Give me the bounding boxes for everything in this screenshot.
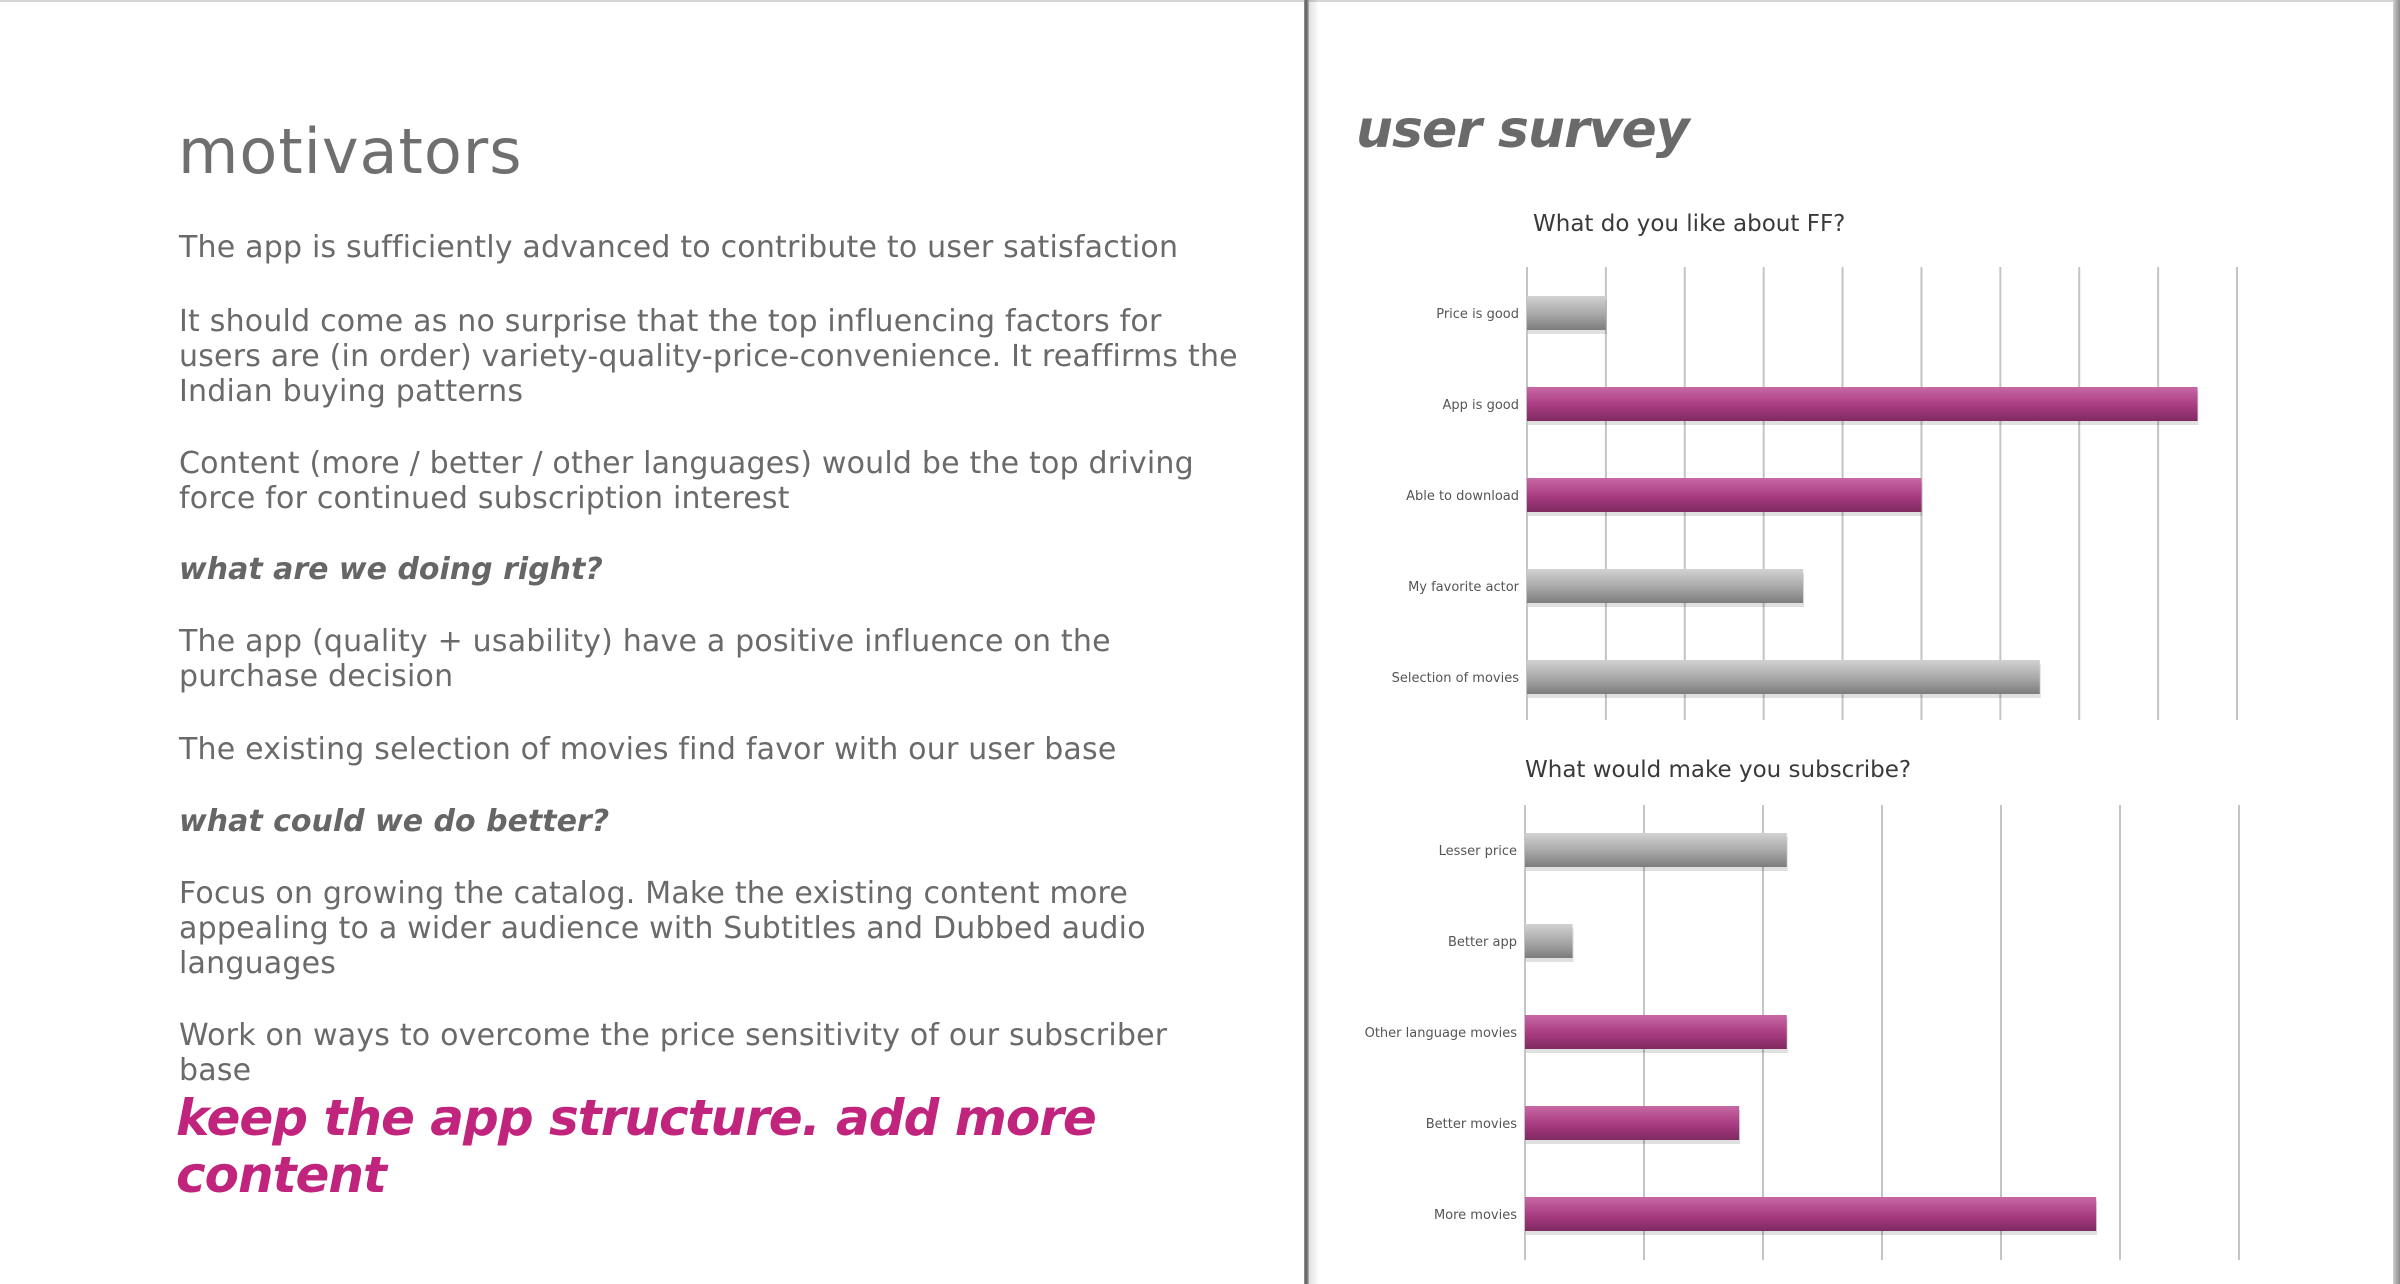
left-page: motivators The app is sufficiently advan… <box>176 115 1238 1204</box>
survey-title: user survey <box>1356 100 1690 160</box>
category-label: Better app <box>1448 935 1517 950</box>
page-title: motivators <box>178 115 523 188</box>
bar <box>1525 1197 2097 1231</box>
page-spine <box>1304 0 1309 1284</box>
bar <box>1525 833 1787 867</box>
bar <box>1525 924 1573 958</box>
paragraph: It should come as no surprise that the t… <box>179 304 1238 409</box>
category-label: Other language movies <box>1365 1026 1518 1041</box>
bar <box>1527 478 1922 512</box>
paragraph: The app is sufficiently advanced to cont… <box>179 230 1179 265</box>
section-heading-doing-right: what are we doing right? <box>179 552 603 587</box>
spine-shadow <box>1309 0 1319 1284</box>
category-label: Better movies <box>1426 1117 1518 1132</box>
bar <box>1527 296 1606 330</box>
paragraph: Content (more / better / other languages… <box>179 446 1194 516</box>
paragraph: The app (quality + usability) have a pos… <box>179 624 1111 694</box>
chart-like-ff: What do you like about FF? Price is good A… <box>1310 195 2393 735</box>
category-label: Price is good <box>1436 307 1519 322</box>
category-label: Selection of movies <box>1392 671 1520 686</box>
bar <box>1527 660 2040 694</box>
bar <box>1525 1015 1787 1049</box>
category-label: More movies <box>1434 1208 1517 1223</box>
bar <box>1527 569 1804 603</box>
chart-title: What do you like about FF? <box>1533 211 1845 237</box>
category-label: App is good <box>1443 398 1519 413</box>
right-page-edge <box>2393 0 2400 1284</box>
paragraph: Work on ways to overcome the price sensi… <box>179 1018 1168 1088</box>
paragraph: Focus on growing the catalog. Make the e… <box>179 876 1146 981</box>
call-to-action: keep the app structure. add more content <box>176 1089 1097 1204</box>
bar <box>1525 1106 1740 1140</box>
category-label: Able to download <box>1406 489 1519 504</box>
right-page: user survey What do you like about FF? Pr… <box>1310 0 2393 1284</box>
chart-title: What would make you subscribe? <box>1525 757 1911 783</box>
paragraph: The existing selection of movies find fa… <box>179 732 1117 767</box>
category-label: Lesser price <box>1439 844 1517 859</box>
top-border <box>0 0 2400 2</box>
chart-subscribe: What would make you subscribe? Lesser pri… <box>1310 740 2393 1284</box>
category-label: My favorite actor <box>1408 580 1520 595</box>
section-heading-do-better: what could we do better? <box>179 804 610 839</box>
bar <box>1527 387 2198 421</box>
